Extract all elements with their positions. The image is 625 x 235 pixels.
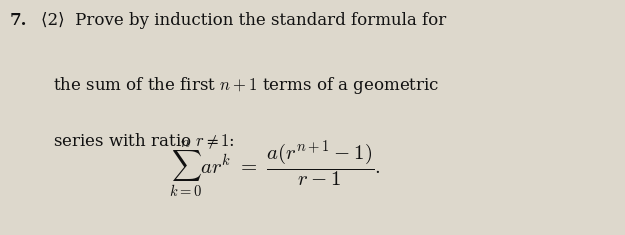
Text: the sum of the first $n+1$ terms of a geometric: the sum of the first $n+1$ terms of a ge…	[53, 75, 439, 96]
Text: $\sum_{k=0}^{n} ar^k \ = \ \dfrac{a(r^{n+1}-1)}{r-1}.$: $\sum_{k=0}^{n} ar^k \ = \ \dfrac{a(r^{n…	[169, 139, 381, 200]
Text: 7.: 7.	[9, 12, 27, 29]
Text: series with ratio $r \neq 1$:: series with ratio $r \neq 1$:	[53, 132, 235, 151]
Text: ⟨2⟩  Prove by induction the standard formula for: ⟨2⟩ Prove by induction the standard form…	[41, 12, 446, 29]
